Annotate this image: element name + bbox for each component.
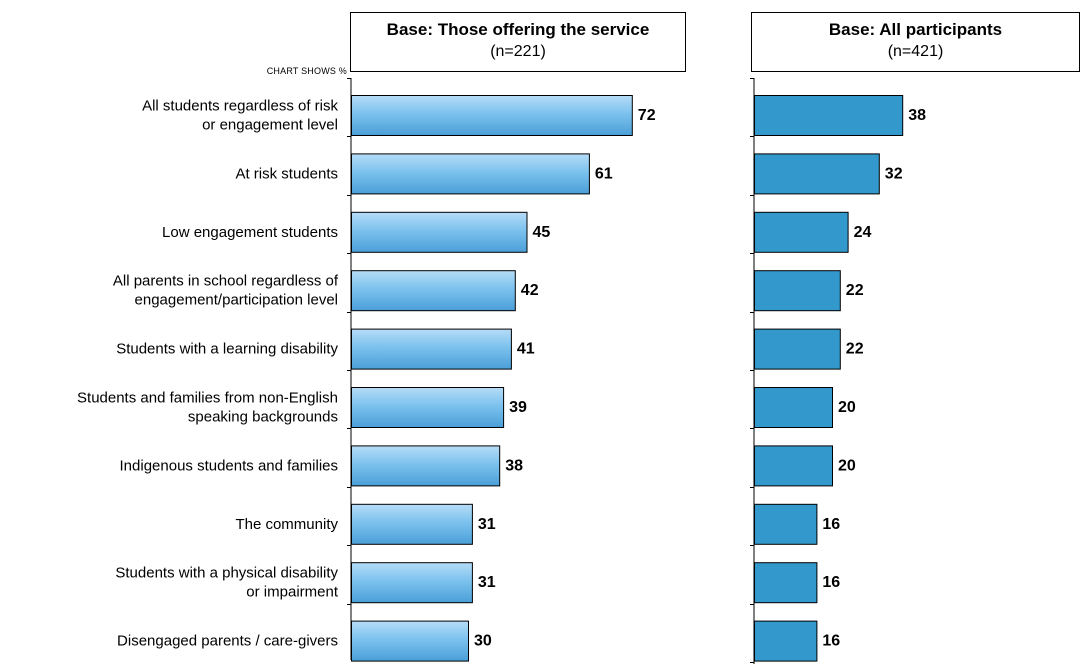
right-bar bbox=[754, 562, 818, 604]
left-value-label: 38 bbox=[505, 457, 523, 474]
category-label-line: The community bbox=[235, 516, 338, 533]
right-panel: 38 32 24 22 22 20 20 16 16 16 bbox=[750, 78, 926, 664]
category-label-line: or engagement level bbox=[202, 117, 338, 134]
left-bar bbox=[351, 503, 473, 545]
category-label: Students with a learning disability bbox=[116, 341, 338, 358]
right-value-label: 24 bbox=[854, 224, 872, 241]
category-label-line: Low engagement students bbox=[162, 224, 338, 241]
category-label-line: Disengaged parents / care-givers bbox=[117, 633, 338, 650]
left-bar bbox=[351, 562, 473, 604]
category-label: Students with a physical disability or im… bbox=[115, 565, 338, 601]
right-value-label: 20 bbox=[838, 399, 856, 416]
right-value-label: 32 bbox=[885, 165, 903, 182]
right-value-label: 20 bbox=[838, 457, 856, 474]
left-bar bbox=[351, 445, 501, 487]
left-bar bbox=[351, 620, 469, 662]
category-label-line: engagement/participation level bbox=[135, 292, 338, 309]
right-bar bbox=[754, 387, 833, 428]
category-label-line: Students and families from non-English bbox=[77, 390, 338, 407]
category-label-line: Students with a learning disability bbox=[116, 341, 338, 358]
right-bar bbox=[754, 153, 880, 195]
left-bar bbox=[351, 328, 512, 370]
category-label-line: or impairment bbox=[246, 584, 339, 601]
right-bar bbox=[754, 270, 841, 312]
left-bar bbox=[351, 270, 516, 312]
right-panel-header: Base: All participants (n=421) bbox=[751, 12, 1080, 72]
right-value-label: 16 bbox=[822, 633, 840, 650]
category-label-line: At risk students bbox=[235, 165, 338, 182]
left-value-label: 45 bbox=[533, 224, 551, 241]
category-label-line: Indigenous students and families bbox=[120, 457, 338, 474]
category-label-line: All parents in school regardless of bbox=[113, 273, 339, 290]
right-value-label: 16 bbox=[822, 516, 840, 533]
right-value-label: 16 bbox=[822, 574, 840, 591]
right-panel-title: Base: All participants bbox=[828, 20, 1003, 39]
right-value-label: 38 bbox=[908, 107, 926, 124]
right-bar bbox=[754, 328, 841, 370]
left-bar bbox=[351, 153, 590, 195]
left-value-label: 31 bbox=[478, 574, 496, 591]
category-label-line: All students regardless of risk bbox=[142, 98, 338, 115]
category-label: At risk students bbox=[235, 165, 338, 182]
left-value-label: 42 bbox=[521, 282, 539, 299]
right-panel-subtitle: (n=421) bbox=[887, 43, 944, 60]
category-label: Indigenous students and families bbox=[120, 457, 338, 474]
left-value-label: 61 bbox=[595, 165, 613, 182]
category-label: Low engagement students bbox=[162, 224, 338, 241]
left-panel: All students regardless of risk or engage… bbox=[77, 78, 656, 662]
category-label: The community bbox=[235, 516, 338, 533]
left-value-label: 41 bbox=[517, 341, 535, 358]
left-value-label: 30 bbox=[474, 633, 492, 650]
category-label: Disengaged parents / care-givers bbox=[117, 633, 338, 650]
right-value-label: 22 bbox=[846, 341, 864, 358]
left-value-label: 39 bbox=[509, 399, 527, 416]
category-label: All students regardless of risk or engage… bbox=[142, 98, 338, 134]
right-bar bbox=[754, 445, 833, 487]
left-value-label: 72 bbox=[638, 107, 656, 124]
right-value-label: 22 bbox=[846, 282, 864, 299]
right-bar bbox=[754, 211, 849, 253]
left-panel-header: Base: Those offering the service (n=221) bbox=[350, 12, 686, 72]
right-bar bbox=[754, 95, 904, 136]
left-value-label: 31 bbox=[478, 516, 496, 533]
category-label: Students and families from non-English sp… bbox=[77, 390, 338, 426]
left-panel-title: Base: Those offering the service bbox=[386, 20, 650, 39]
left-panel-subtitle: (n=221) bbox=[490, 43, 546, 60]
left-bar bbox=[351, 211, 528, 253]
left-bar bbox=[351, 387, 505, 428]
left-bar bbox=[351, 95, 633, 136]
right-bar bbox=[754, 620, 818, 662]
right-bar bbox=[754, 503, 818, 545]
category-label: All parents in school regardless of engag… bbox=[113, 273, 339, 309]
chart-note: CHART SHOWS % bbox=[266, 66, 347, 76]
category-label-line: Students with a physical disability bbox=[115, 565, 338, 582]
category-label-line: speaking backgrounds bbox=[188, 409, 338, 426]
